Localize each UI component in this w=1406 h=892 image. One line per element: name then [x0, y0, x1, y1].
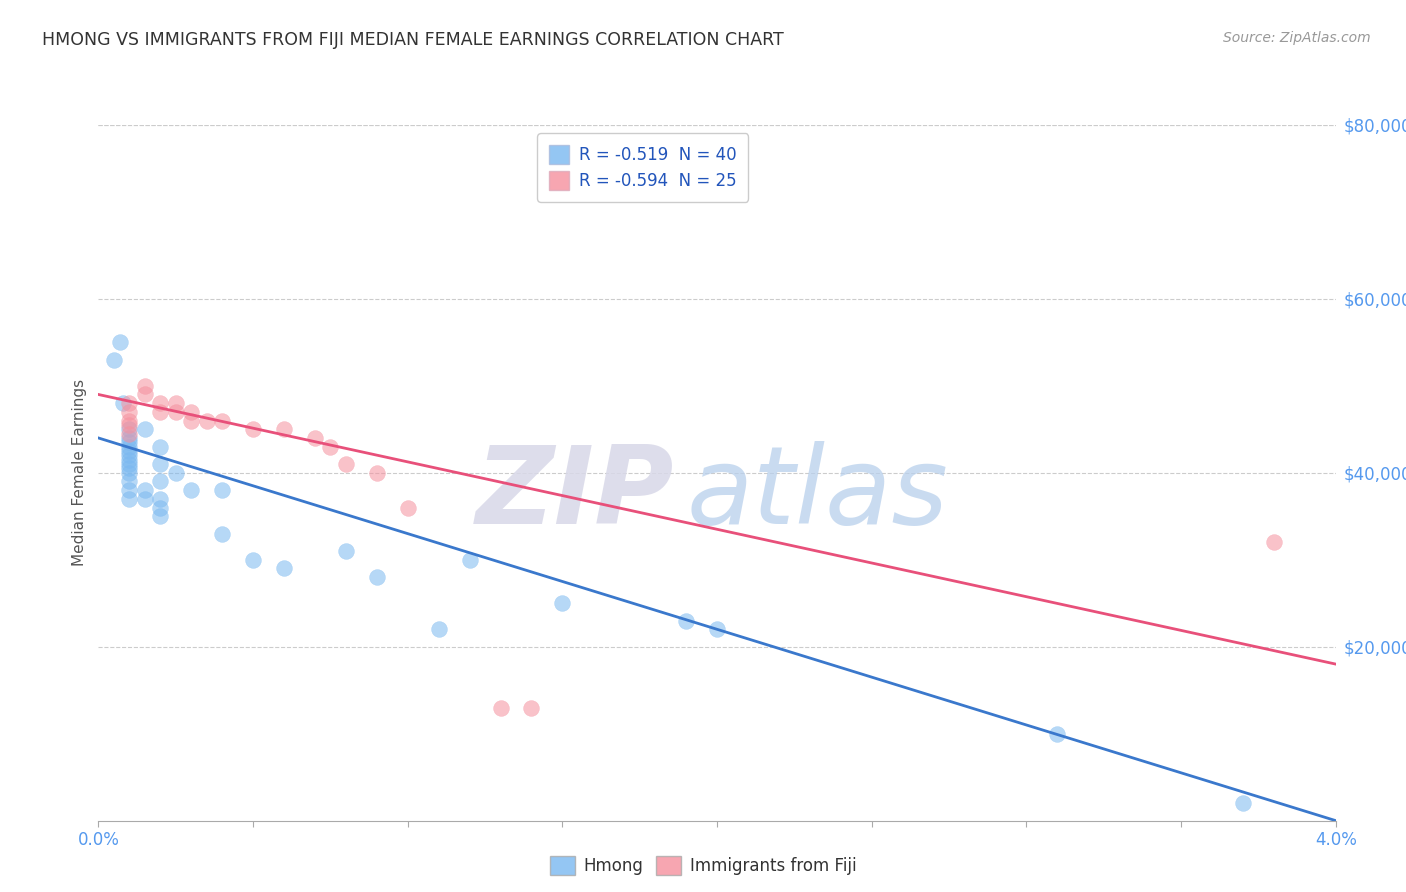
Point	[366, 466, 388, 480]
Point	[149, 405, 172, 419]
Point	[149, 509, 172, 524]
Point	[165, 466, 187, 480]
Point	[242, 422, 264, 436]
Point	[211, 526, 233, 541]
Point	[108, 335, 131, 350]
Point	[195, 414, 218, 428]
Point	[149, 500, 172, 515]
Legend: Hmong, Immigrants from Fiji: Hmong, Immigrants from Fiji	[543, 849, 863, 881]
Point	[118, 405, 141, 419]
Point	[211, 483, 233, 498]
Point	[180, 483, 202, 498]
Point	[706, 623, 728, 637]
Text: Source: ZipAtlas.com: Source: ZipAtlas.com	[1223, 31, 1371, 45]
Point	[118, 444, 141, 458]
Point	[273, 422, 295, 436]
Point	[520, 700, 543, 714]
Point	[118, 422, 141, 436]
Point	[118, 457, 141, 471]
Text: HMONG VS IMMIGRANTS FROM FIJI MEDIAN FEMALE EARNINGS CORRELATION CHART: HMONG VS IMMIGRANTS FROM FIJI MEDIAN FEM…	[42, 31, 785, 49]
Point	[118, 491, 141, 506]
Point	[1232, 797, 1254, 810]
Point	[149, 457, 172, 471]
Point	[134, 491, 156, 506]
Point	[396, 500, 419, 515]
Point	[118, 414, 141, 428]
Point	[118, 466, 141, 480]
Text: ZIP: ZIP	[475, 441, 673, 547]
Point	[118, 396, 141, 410]
Point	[1263, 535, 1285, 549]
Point	[165, 405, 187, 419]
Point	[118, 440, 141, 454]
Point	[118, 475, 141, 489]
Point	[149, 396, 172, 410]
Point	[319, 440, 342, 454]
Point	[149, 440, 172, 454]
Y-axis label: Median Female Earnings: Median Female Earnings	[72, 379, 87, 566]
Point	[149, 491, 172, 506]
Point	[242, 552, 264, 567]
Point	[118, 448, 141, 462]
Point	[118, 426, 141, 441]
Point	[1046, 726, 1069, 740]
Point	[180, 405, 202, 419]
Point	[273, 561, 295, 575]
Legend: R = -0.519  N = 40, R = -0.594  N = 25: R = -0.519 N = 40, R = -0.594 N = 25	[537, 133, 748, 202]
Point	[211, 414, 233, 428]
Point	[675, 614, 697, 628]
Point	[458, 552, 481, 567]
Point	[427, 623, 450, 637]
Point	[103, 352, 125, 367]
Point	[118, 417, 141, 432]
Point	[551, 596, 574, 610]
Point	[304, 431, 326, 445]
Point	[134, 483, 156, 498]
Point	[118, 435, 141, 450]
Point	[118, 431, 141, 445]
Point	[134, 378, 156, 392]
Point	[118, 483, 141, 498]
Point	[118, 452, 141, 467]
Point	[112, 396, 135, 410]
Text: atlas: atlas	[686, 442, 948, 546]
Point	[335, 544, 357, 558]
Point	[134, 387, 156, 401]
Point	[149, 475, 172, 489]
Point	[134, 422, 156, 436]
Point	[165, 396, 187, 410]
Point	[180, 414, 202, 428]
Point	[489, 700, 512, 714]
Point	[366, 570, 388, 584]
Point	[335, 457, 357, 471]
Point	[118, 461, 141, 475]
